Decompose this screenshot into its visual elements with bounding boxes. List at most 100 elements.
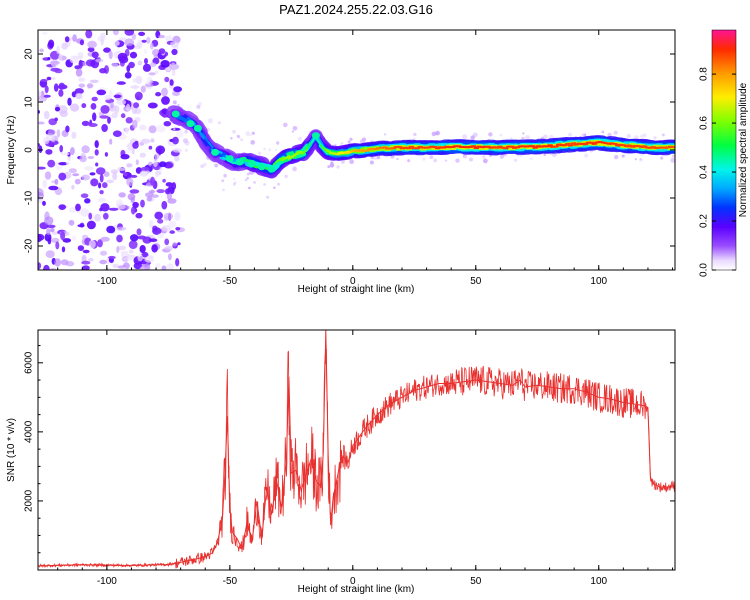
ridge-peak <box>211 148 220 156</box>
faint-dot <box>198 101 203 106</box>
faint-dot <box>488 132 493 137</box>
noise-blob <box>163 212 174 221</box>
noise-blob <box>81 120 90 127</box>
x-tick-label: -50 <box>223 276 238 287</box>
noise-blob <box>139 265 146 270</box>
noise-blob <box>95 167 106 175</box>
y-tick-label: 10 <box>24 96 35 108</box>
ridge-segment <box>198 131 205 140</box>
noise-blob <box>141 251 149 258</box>
noise-blob <box>150 176 155 186</box>
ridge-peak <box>235 158 244 166</box>
faint-dot <box>172 100 177 105</box>
faint-dot <box>268 148 272 152</box>
noise-blob <box>103 171 110 177</box>
faint-dot <box>513 158 518 162</box>
noise-blob <box>144 256 155 263</box>
noise-blob <box>75 68 83 77</box>
colorbar-ticks: 0.0 0.2 0.4 0.6 0.8 <box>699 67 736 277</box>
faint-dot <box>413 132 417 137</box>
noise-blob <box>172 91 181 97</box>
faint-dot <box>184 148 188 152</box>
noise-blob <box>58 204 66 211</box>
noise-blob <box>102 182 108 189</box>
noise-blob <box>169 79 174 86</box>
faint-dot <box>662 133 665 137</box>
noise-blob <box>104 152 108 157</box>
x-tick-label: 50 <box>470 576 482 587</box>
noise-blob <box>135 212 143 219</box>
faint-dot <box>291 130 294 133</box>
ridge-segment <box>181 118 188 123</box>
noise-blob <box>87 40 97 49</box>
x-tick-label: -100 <box>97 576 117 587</box>
spectrogram-ylabel: Frequency (Hz) <box>6 116 17 185</box>
noise-blob <box>39 48 44 53</box>
noise-blob <box>74 88 84 95</box>
noise-blob <box>88 123 98 127</box>
faint-dot <box>329 163 335 168</box>
ridge-segment <box>243 159 249 163</box>
faint-dot <box>214 163 219 168</box>
noise-blob <box>126 163 133 168</box>
noise-blob <box>91 96 98 102</box>
colorbar: 0.0 0.2 0.4 0.6 0.8 Normalized spectral ampl… <box>699 29 749 277</box>
faint-dot <box>455 158 460 163</box>
noise-blob <box>99 190 104 195</box>
noise-blob <box>107 116 111 124</box>
noise-blob <box>111 63 119 68</box>
noise-blob <box>163 121 172 127</box>
noise-blob <box>161 87 168 97</box>
noise-blob <box>42 31 48 35</box>
noise-blob <box>149 62 157 67</box>
noise-blob <box>38 145 43 153</box>
noise-blob <box>80 193 89 198</box>
faint-dot <box>327 165 331 169</box>
noise-blob <box>46 76 52 81</box>
noise-blob <box>100 36 104 46</box>
faint-dot <box>444 159 448 162</box>
noise-blob <box>52 76 56 81</box>
noise-blob <box>99 68 107 74</box>
noise-blob <box>55 241 60 250</box>
noise-blob <box>145 83 154 87</box>
faint-dot <box>340 142 344 145</box>
faint-dot <box>257 151 260 154</box>
faint-dot <box>607 132 612 138</box>
noise-blob <box>78 83 86 88</box>
noise-blob <box>54 258 61 267</box>
snr-frame <box>37 329 676 571</box>
noise-blob <box>133 102 140 109</box>
faint-dot <box>223 173 227 178</box>
noise-blob <box>148 238 158 242</box>
noise-blob <box>130 234 139 242</box>
snr-panel: -100 -50 0 50 100 2000 4000 6000 Height of stra… <box>6 329 676 595</box>
noise-blob <box>120 250 129 258</box>
noise-blob <box>77 245 85 252</box>
ridge-peak <box>267 165 276 173</box>
faint-dot <box>284 174 288 179</box>
noise-blob <box>150 42 154 50</box>
noise-blob <box>85 30 93 39</box>
noise-blob <box>128 249 134 254</box>
noise-blob <box>125 117 133 124</box>
noise-blob <box>165 182 173 187</box>
faint-dot <box>334 143 337 146</box>
noise-blob <box>173 86 183 93</box>
noise-blob <box>71 184 75 190</box>
noise-blob <box>58 53 63 62</box>
noise-blob <box>116 167 127 171</box>
noise-blob <box>158 48 166 55</box>
faint-dot <box>640 134 643 138</box>
faint-dot <box>253 181 256 184</box>
noise-blob <box>72 34 77 42</box>
noise-blob <box>132 141 139 149</box>
faint-dot <box>431 131 437 137</box>
noise-blob <box>88 239 96 249</box>
faint-dot <box>233 178 236 181</box>
y-tick-label: 20 <box>24 48 35 60</box>
noise-blob <box>129 51 138 59</box>
noise-blob <box>89 79 99 84</box>
